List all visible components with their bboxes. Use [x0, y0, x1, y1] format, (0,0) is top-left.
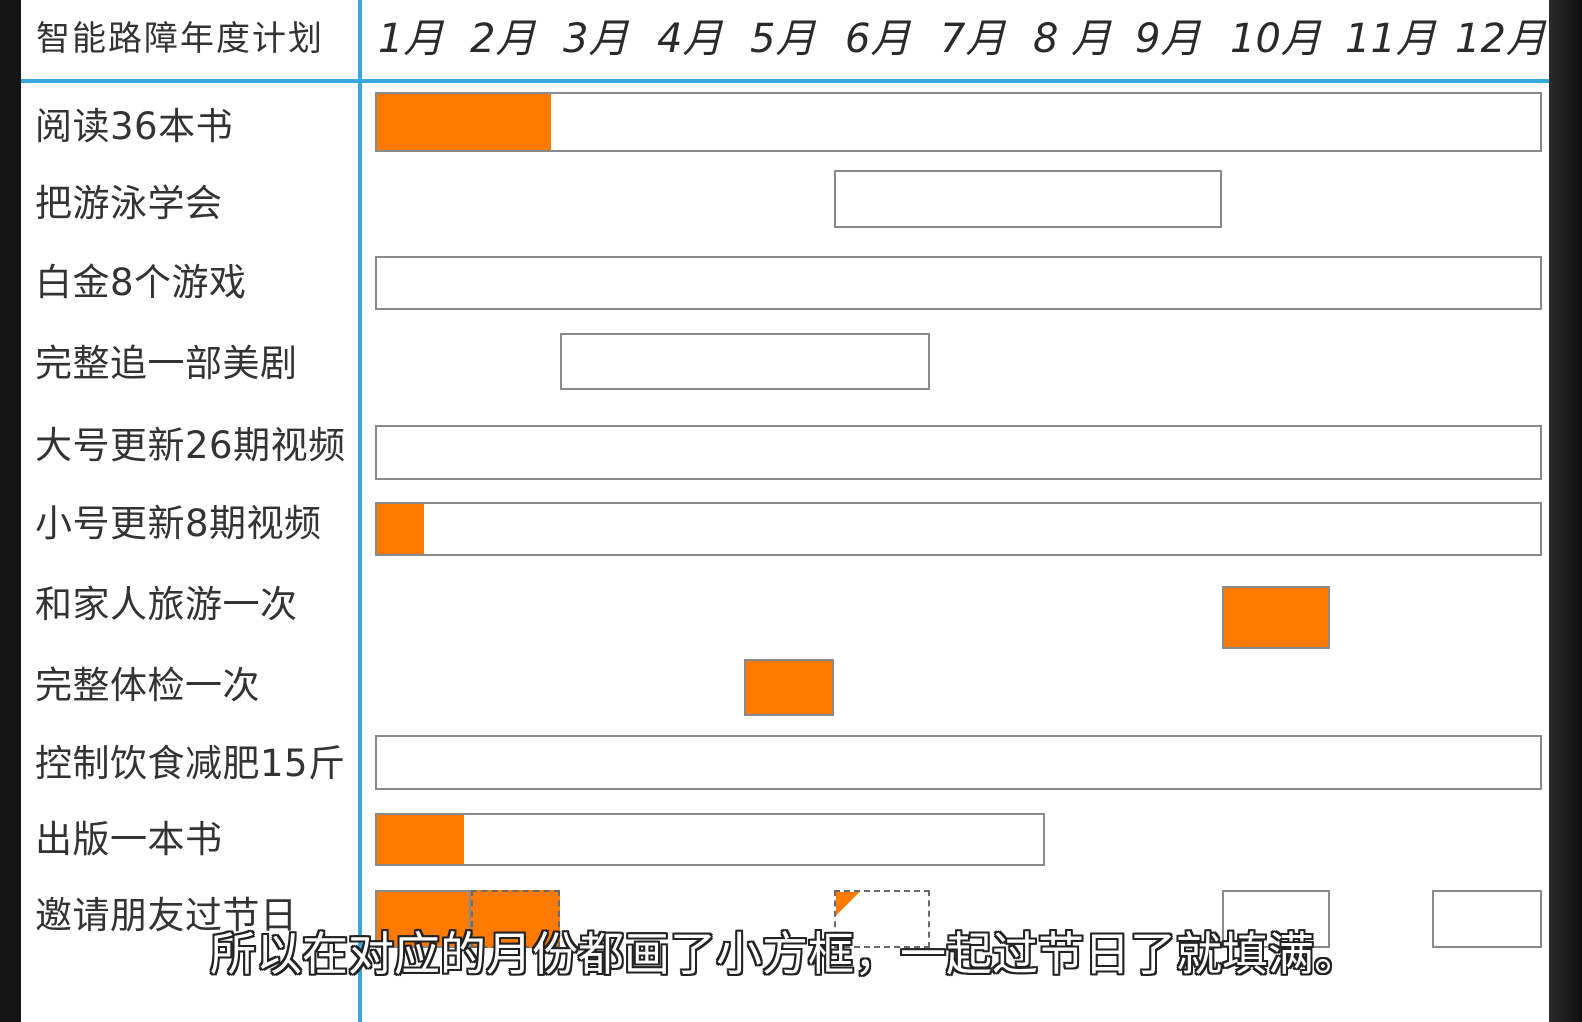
task-label: 把游泳学会 — [35, 182, 223, 225]
task-bar — [375, 813, 1045, 866]
task-progress-fill — [377, 504, 424, 554]
month-tick-label: 10月 — [1230, 16, 1321, 62]
task-bar — [834, 890, 930, 948]
task-progress-fill — [377, 94, 552, 150]
task-bar — [375, 502, 1542, 556]
month-tick-label: 8 月 — [1033, 16, 1112, 62]
task-bar — [560, 333, 930, 390]
task-label: 阅读36本书 — [35, 105, 234, 148]
month-tick-label: 2月 — [470, 16, 536, 62]
task-bar — [744, 659, 834, 716]
task-bar — [375, 735, 1542, 790]
task-bar — [834, 170, 1222, 228]
month-tick-label: 12月 — [1455, 16, 1546, 62]
task-bar — [375, 890, 471, 948]
task-progress-fill — [377, 815, 464, 864]
task-label: 邀请朋友过节日 — [35, 894, 298, 937]
task-bar — [471, 890, 560, 948]
task-progress-fill — [836, 892, 860, 916]
chart-title: 智能路障年度计划 — [36, 19, 324, 59]
task-label: 完整追一部美剧 — [35, 342, 298, 385]
task-bar — [375, 256, 1542, 310]
task-label: 小号更新8期视频 — [35, 502, 322, 545]
month-tick-label: 7月 — [940, 16, 1006, 62]
task-label: 出版一本书 — [35, 818, 223, 861]
frame-border-right — [1549, 0, 1582, 1022]
task-label: 完整体检一次 — [35, 664, 260, 707]
task-label: 白金8个游戏 — [35, 261, 247, 304]
month-tick-label: 5月 — [750, 16, 816, 62]
task-bar — [375, 425, 1542, 480]
task-label: 大号更新26期视频 — [35, 424, 346, 467]
subtitle-caption: 所以在对应的月份都画了小方框，一起过节日了就填满。 — [210, 927, 1360, 981]
month-tick-label: 1月 — [378, 16, 444, 62]
frame-border-left — [0, 0, 21, 1022]
month-tick-label: 11月 — [1345, 16, 1436, 62]
month-tick-label: 9月 — [1135, 16, 1201, 62]
month-tick-label: 4月 — [657, 16, 723, 62]
task-bar — [1222, 890, 1330, 948]
task-label: 和家人旅游一次 — [35, 583, 298, 626]
label-column-divider-line — [358, 0, 362, 1022]
month-tick-label: 6月 — [845, 16, 911, 62]
task-bar — [1432, 890, 1542, 948]
task-bar — [1222, 586, 1330, 649]
task-bar — [375, 92, 1542, 152]
month-tick-label: 3月 — [563, 16, 629, 62]
task-label: 控制饮食减肥15斤 — [35, 742, 346, 785]
header-divider-line — [21, 79, 1549, 83]
